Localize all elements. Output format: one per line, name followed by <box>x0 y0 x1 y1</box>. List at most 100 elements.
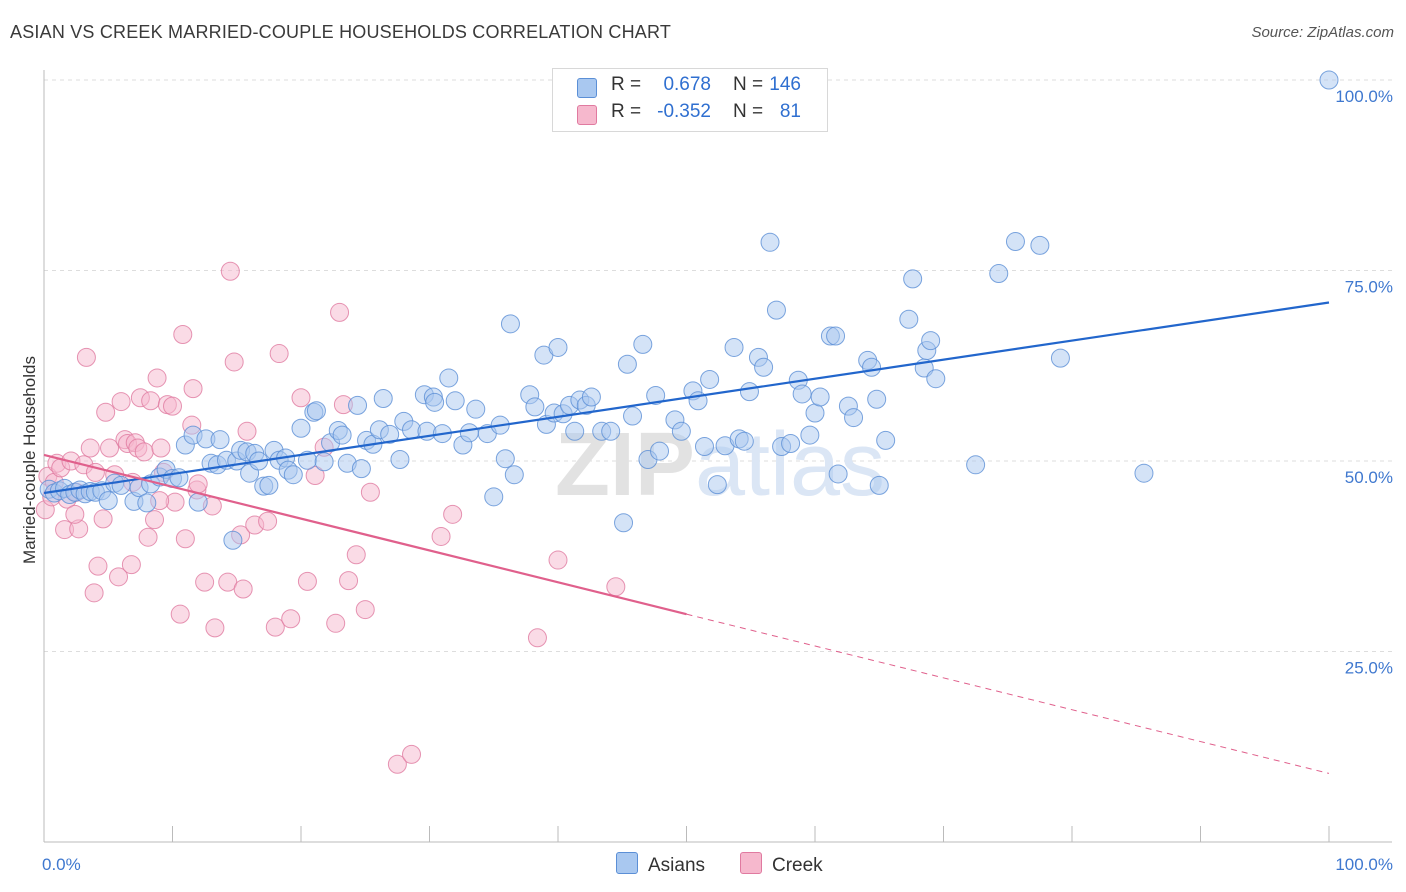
point-asians <box>966 455 986 475</box>
point-creek <box>80 438 100 458</box>
point-asians <box>734 431 754 451</box>
point-asians <box>223 530 243 550</box>
point-asians <box>525 397 545 417</box>
point-creek <box>330 302 350 322</box>
point-creek <box>443 504 463 524</box>
point-creek <box>548 550 568 570</box>
point-creek <box>346 545 366 565</box>
watermark-atlas: atlas <box>695 415 885 515</box>
point-creek <box>291 388 311 408</box>
point-asians <box>805 403 825 423</box>
point-creek <box>339 571 359 591</box>
point-creek <box>188 474 208 494</box>
point-creek <box>141 391 161 411</box>
y-tick-label: 50.0% <box>1345 468 1393 487</box>
point-asians <box>867 389 887 409</box>
point-creek <box>111 392 131 412</box>
stats-row-asians: R = 0.678 N = 146 <box>553 74 827 100</box>
point-creek <box>96 402 116 422</box>
point-asians <box>351 459 371 479</box>
point-asians <box>844 408 864 428</box>
point-asians <box>314 452 334 472</box>
point-asians <box>565 421 585 441</box>
point-asians <box>623 406 643 426</box>
creek-swatch <box>577 105 597 125</box>
point-asians <box>926 369 946 389</box>
point-creek <box>170 604 190 624</box>
point-asians <box>111 475 131 495</box>
asians-legend-swatch <box>616 852 638 874</box>
point-asians <box>1050 348 1070 368</box>
point-creek <box>269 344 289 364</box>
point-creek <box>121 555 141 575</box>
legend-item-asians: Asians <box>616 852 705 877</box>
point-asians <box>862 357 882 377</box>
point-asians <box>671 421 691 441</box>
point-creek <box>183 379 203 399</box>
point-creek <box>233 579 253 599</box>
point-creek <box>134 442 154 462</box>
point-asians <box>700 369 720 389</box>
point-creek <box>527 628 547 648</box>
point-creek <box>305 465 325 485</box>
point-asians <box>810 387 830 407</box>
stats-row-creek: R = -0.352 N = 81 <box>553 101 827 127</box>
point-asians <box>425 392 445 412</box>
point-asians <box>504 465 524 485</box>
point-asians <box>439 368 459 388</box>
chart-title: ASIAN VS CREEK MARRIED-COUPLE HOUSEHOLDS… <box>10 22 672 42</box>
point-asians <box>210 430 230 450</box>
trend-lines <box>43 301 1330 774</box>
point-creek <box>431 526 451 546</box>
n-value: 81 <box>779 101 801 122</box>
x-ticks <box>172 826 1330 842</box>
point-creek <box>281 609 301 629</box>
point-creek <box>88 556 108 576</box>
point-asians <box>137 493 157 513</box>
point-creek <box>93 509 113 529</box>
point-asians <box>581 387 601 407</box>
series-asians <box>39 70 1339 550</box>
legend-item-creek: Creek <box>740 852 823 877</box>
point-asians <box>98 491 118 511</box>
point-asians <box>694 437 714 457</box>
point-asians <box>989 264 1009 284</box>
point-asians <box>650 441 670 461</box>
point-asians <box>283 465 303 485</box>
point-creek <box>224 352 244 372</box>
point-asians <box>500 314 520 334</box>
point-creek <box>145 510 165 530</box>
point-asians <box>188 492 208 512</box>
point-asians <box>792 384 812 404</box>
point-asians <box>826 326 846 346</box>
point-asians <box>445 391 465 411</box>
point-creek <box>297 571 317 591</box>
point-creek <box>606 577 626 597</box>
point-creek <box>326 613 346 633</box>
point-creek <box>84 583 104 603</box>
y-tick-labels: 25.0% 50.0% 75.0% 100.0% <box>1335 87 1393 678</box>
point-creek <box>265 617 285 637</box>
point-asians <box>754 357 774 377</box>
point-asians <box>617 354 637 374</box>
r-label: R = <box>611 74 642 95</box>
x-tick-label: 100.0% <box>1335 855 1393 874</box>
n-label: N = <box>733 74 764 95</box>
point-asians <box>707 475 727 495</box>
creek-legend-swatch <box>740 852 762 874</box>
point-creek <box>220 261 240 281</box>
point-creek <box>173 325 193 345</box>
point-asians <box>646 385 666 405</box>
point-creek <box>195 572 215 592</box>
point-asians <box>495 449 515 469</box>
x-tick-label: 0.0% <box>42 855 81 874</box>
point-asians <box>601 421 621 441</box>
legend-label: Creek <box>772 855 823 876</box>
point-asians <box>633 334 653 354</box>
point-asians <box>1030 235 1050 255</box>
x-tick-labels: 0.0% 100.0% <box>42 855 1393 874</box>
point-asians <box>484 487 504 507</box>
r-value: -0.352 <box>657 101 711 122</box>
source-label: Source: ZipAtlas.com <box>1251 24 1394 41</box>
